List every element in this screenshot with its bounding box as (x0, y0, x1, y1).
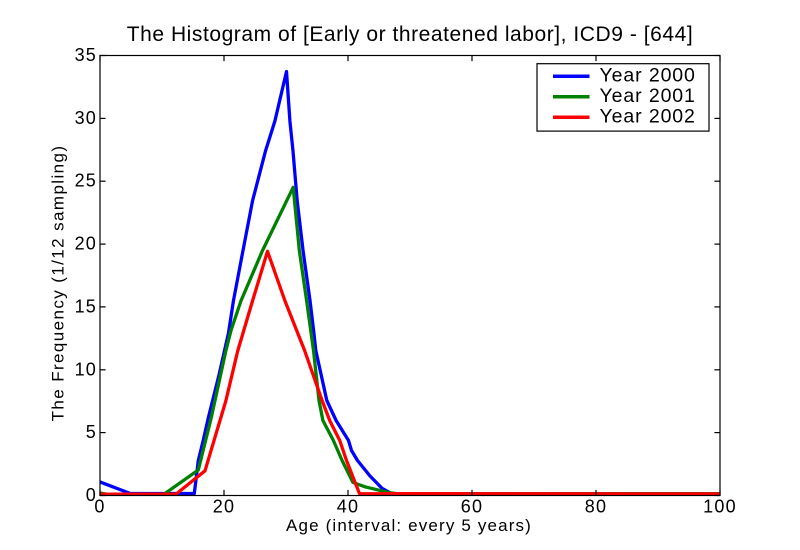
svg-text:30: 30 (75, 108, 97, 128)
svg-text:15: 15 (75, 296, 97, 316)
svg-text:0: 0 (86, 485, 97, 505)
svg-text:Year 2002: Year 2002 (600, 105, 696, 127)
svg-text:35: 35 (75, 45, 97, 65)
svg-text:Age (interval: every 5 years): Age (interval: every 5 years) (286, 516, 532, 535)
svg-text:60: 60 (461, 497, 483, 517)
svg-text:0: 0 (94, 497, 105, 517)
svg-text:5: 5 (86, 422, 97, 442)
svg-text:100: 100 (703, 497, 737, 517)
svg-text:20: 20 (213, 497, 235, 517)
svg-text:20: 20 (75, 234, 97, 254)
svg-text:The Frequency (1/12 sampling): The Frequency (1/12 sampling) (49, 145, 68, 422)
svg-text:80: 80 (585, 497, 607, 517)
svg-text:Year 2001: Year 2001 (600, 85, 696, 107)
svg-text:25: 25 (75, 171, 97, 191)
svg-text:40: 40 (337, 497, 359, 517)
svg-text:The Histogram of [Early or thr: The Histogram of [Early or threatened la… (127, 23, 693, 46)
svg-text:Year 2000: Year 2000 (600, 64, 696, 86)
svg-text:10: 10 (75, 359, 97, 379)
